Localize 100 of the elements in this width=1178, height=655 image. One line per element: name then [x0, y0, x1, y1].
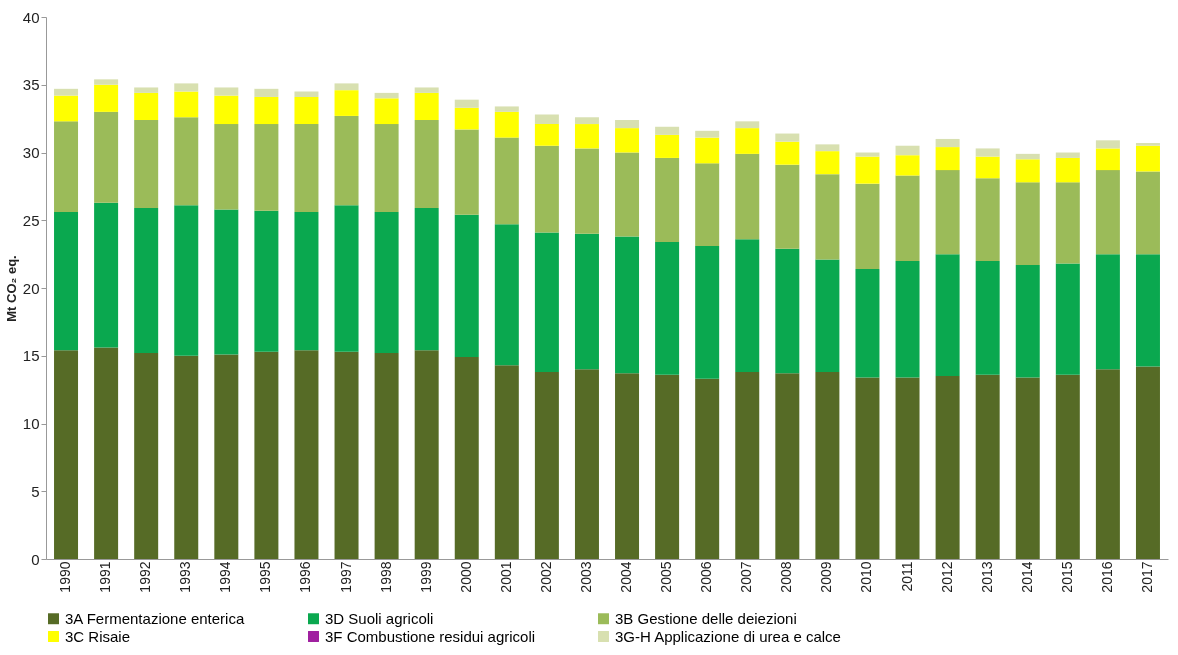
bar	[735, 153, 760, 240]
x-tick-label: 1998	[377, 561, 394, 593]
bar	[374, 124, 399, 213]
bar	[895, 260, 920, 378]
bar	[615, 373, 640, 559]
bar	[975, 260, 1000, 375]
bar	[815, 151, 840, 175]
bar	[1095, 140, 1120, 149]
bar	[775, 141, 800, 165]
bar	[1015, 377, 1040, 559]
y-tick-label: 30	[22, 144, 40, 161]
x-tick-label: 1992	[137, 561, 154, 593]
y-tick-label: 25	[22, 211, 40, 229]
bar	[454, 107, 479, 130]
bar	[615, 236, 640, 374]
bar	[815, 144, 840, 152]
bar	[534, 114, 559, 125]
bar	[334, 83, 359, 91]
x-tick-label: 2002	[537, 561, 554, 593]
bar	[855, 377, 880, 559]
bar	[414, 87, 439, 93]
bar	[1055, 182, 1080, 264]
bar	[54, 212, 79, 351]
bar	[94, 202, 119, 348]
bar	[574, 369, 599, 559]
x-tick-label: 1999	[417, 561, 434, 593]
bar	[454, 129, 479, 215]
bar	[54, 88, 79, 96]
bar	[94, 111, 119, 203]
x-tick-label: 1997	[337, 561, 354, 593]
bar	[574, 124, 599, 149]
bar	[1095, 369, 1120, 559]
bar	[334, 115, 359, 206]
legend-label: 3D Suoli agricoli	[325, 609, 434, 627]
x-tick-label: 2001	[497, 561, 514, 593]
x-tick-label: 2017	[1138, 561, 1155, 593]
x-tick-label: 2016	[1098, 561, 1115, 593]
bar	[1135, 366, 1160, 559]
x-tick-label: 2004	[618, 561, 635, 593]
bar	[935, 170, 960, 255]
bar	[935, 376, 960, 559]
bar	[334, 351, 359, 559]
bar	[214, 87, 239, 96]
bar	[935, 254, 960, 377]
bar	[294, 96, 319, 125]
y-tick-label: 40	[22, 8, 40, 26]
legend-label: 3B Gestione delle deiezioni	[615, 609, 797, 627]
bar	[574, 233, 599, 370]
bar	[454, 214, 479, 358]
bar	[534, 372, 559, 559]
bar	[775, 373, 800, 559]
x-tick-label: 2000	[457, 561, 474, 593]
bar	[174, 355, 199, 559]
legend-label: 3G-H Applicazione di urea e calce	[615, 627, 841, 645]
bar	[775, 133, 800, 142]
bar	[975, 148, 1000, 157]
bar	[895, 175, 920, 261]
bar	[454, 99, 479, 108]
bar	[1135, 171, 1160, 255]
bar	[574, 117, 599, 125]
bar	[254, 88, 279, 97]
bar	[1015, 159, 1040, 183]
x-tick-label: 2012	[938, 561, 955, 593]
bar	[695, 246, 720, 379]
bar	[735, 121, 760, 129]
bar	[254, 124, 279, 211]
bar	[735, 239, 760, 373]
x-tick-label: 2005	[658, 561, 675, 593]
bar	[695, 163, 720, 246]
bar	[855, 156, 880, 184]
bar	[174, 117, 199, 206]
x-tick-label: 2015	[1058, 561, 1075, 593]
bar	[294, 124, 319, 213]
bar	[855, 152, 880, 157]
bar	[735, 128, 760, 154]
bar	[414, 350, 439, 559]
bar	[414, 119, 439, 209]
bar	[1095, 254, 1120, 370]
bar	[214, 354, 239, 559]
bar	[334, 205, 359, 352]
bar	[1095, 148, 1120, 171]
bar	[615, 152, 640, 237]
bar	[1135, 145, 1160, 172]
bar	[615, 128, 640, 153]
bar	[815, 174, 840, 260]
bar	[214, 95, 239, 125]
bar	[534, 232, 559, 373]
bar	[655, 241, 680, 375]
bar	[895, 155, 920, 176]
bar	[695, 130, 720, 138]
bar	[574, 148, 599, 234]
bar	[1015, 264, 1040, 378]
bar	[94, 347, 119, 559]
bar	[935, 138, 960, 148]
bar	[414, 92, 439, 120]
legend-label: 3A Fermentazione enterica	[65, 609, 245, 627]
bar	[494, 365, 519, 559]
bar	[695, 137, 720, 164]
bar	[54, 95, 79, 122]
bar	[94, 79, 119, 85]
